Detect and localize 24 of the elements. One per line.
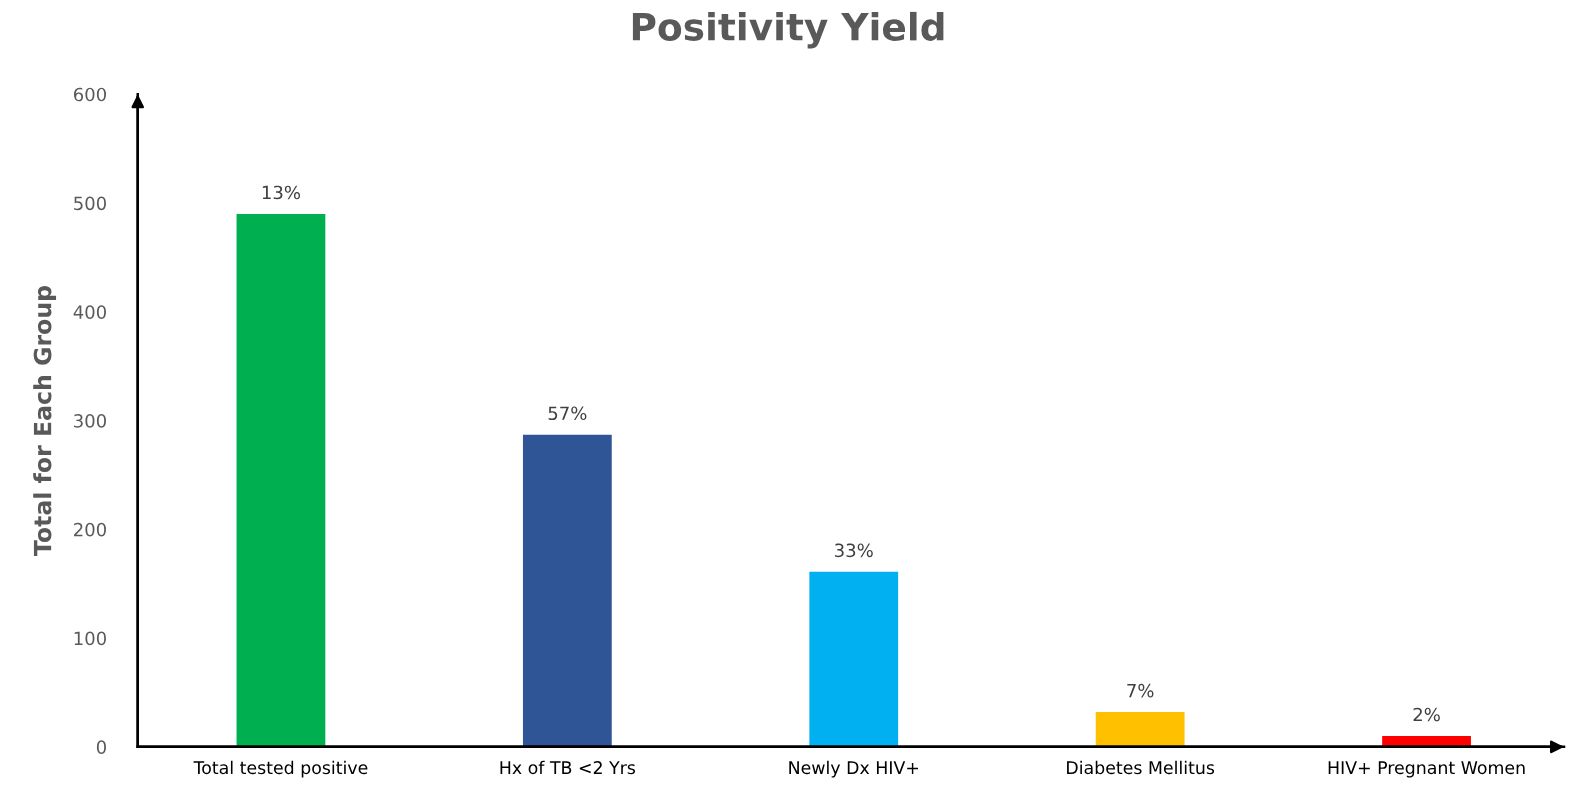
y-tick-label: 100 [74,631,106,646]
annotation: 57% [548,406,587,421]
y-tick-label: 500 [74,196,106,211]
bar [522,434,612,747]
y-tick-label: 0 [96,740,106,754]
y-axis-title: Total for Each Group [33,286,57,556]
x-tick-label: Hx of TB <2 Yrs [500,760,636,775]
y-tick-label: 400 [73,305,106,319]
x-tick-label: Diabetes Mellitus [1067,760,1215,775]
annotation: 13% [262,185,301,200]
annotation: 7% [1127,683,1154,698]
y-tick-label: 600 [73,87,106,102]
annotation: 33% [835,543,873,558]
x-tick-label: HIV+ Pregnant Women [1328,761,1525,778]
bar [236,213,326,747]
chart-title: Positivity Yield [632,11,944,49]
x-tick-label: Newly Dx HIV+ [789,760,919,778]
x-tick-label: Total tested positive [193,760,368,778]
bar [1095,712,1185,747]
y-tick-label: 200 [74,522,106,537]
y-tick-label: 300 [74,414,106,428]
annotation: 2% [1413,707,1440,722]
bar [1382,735,1471,747]
bar [809,571,899,747]
